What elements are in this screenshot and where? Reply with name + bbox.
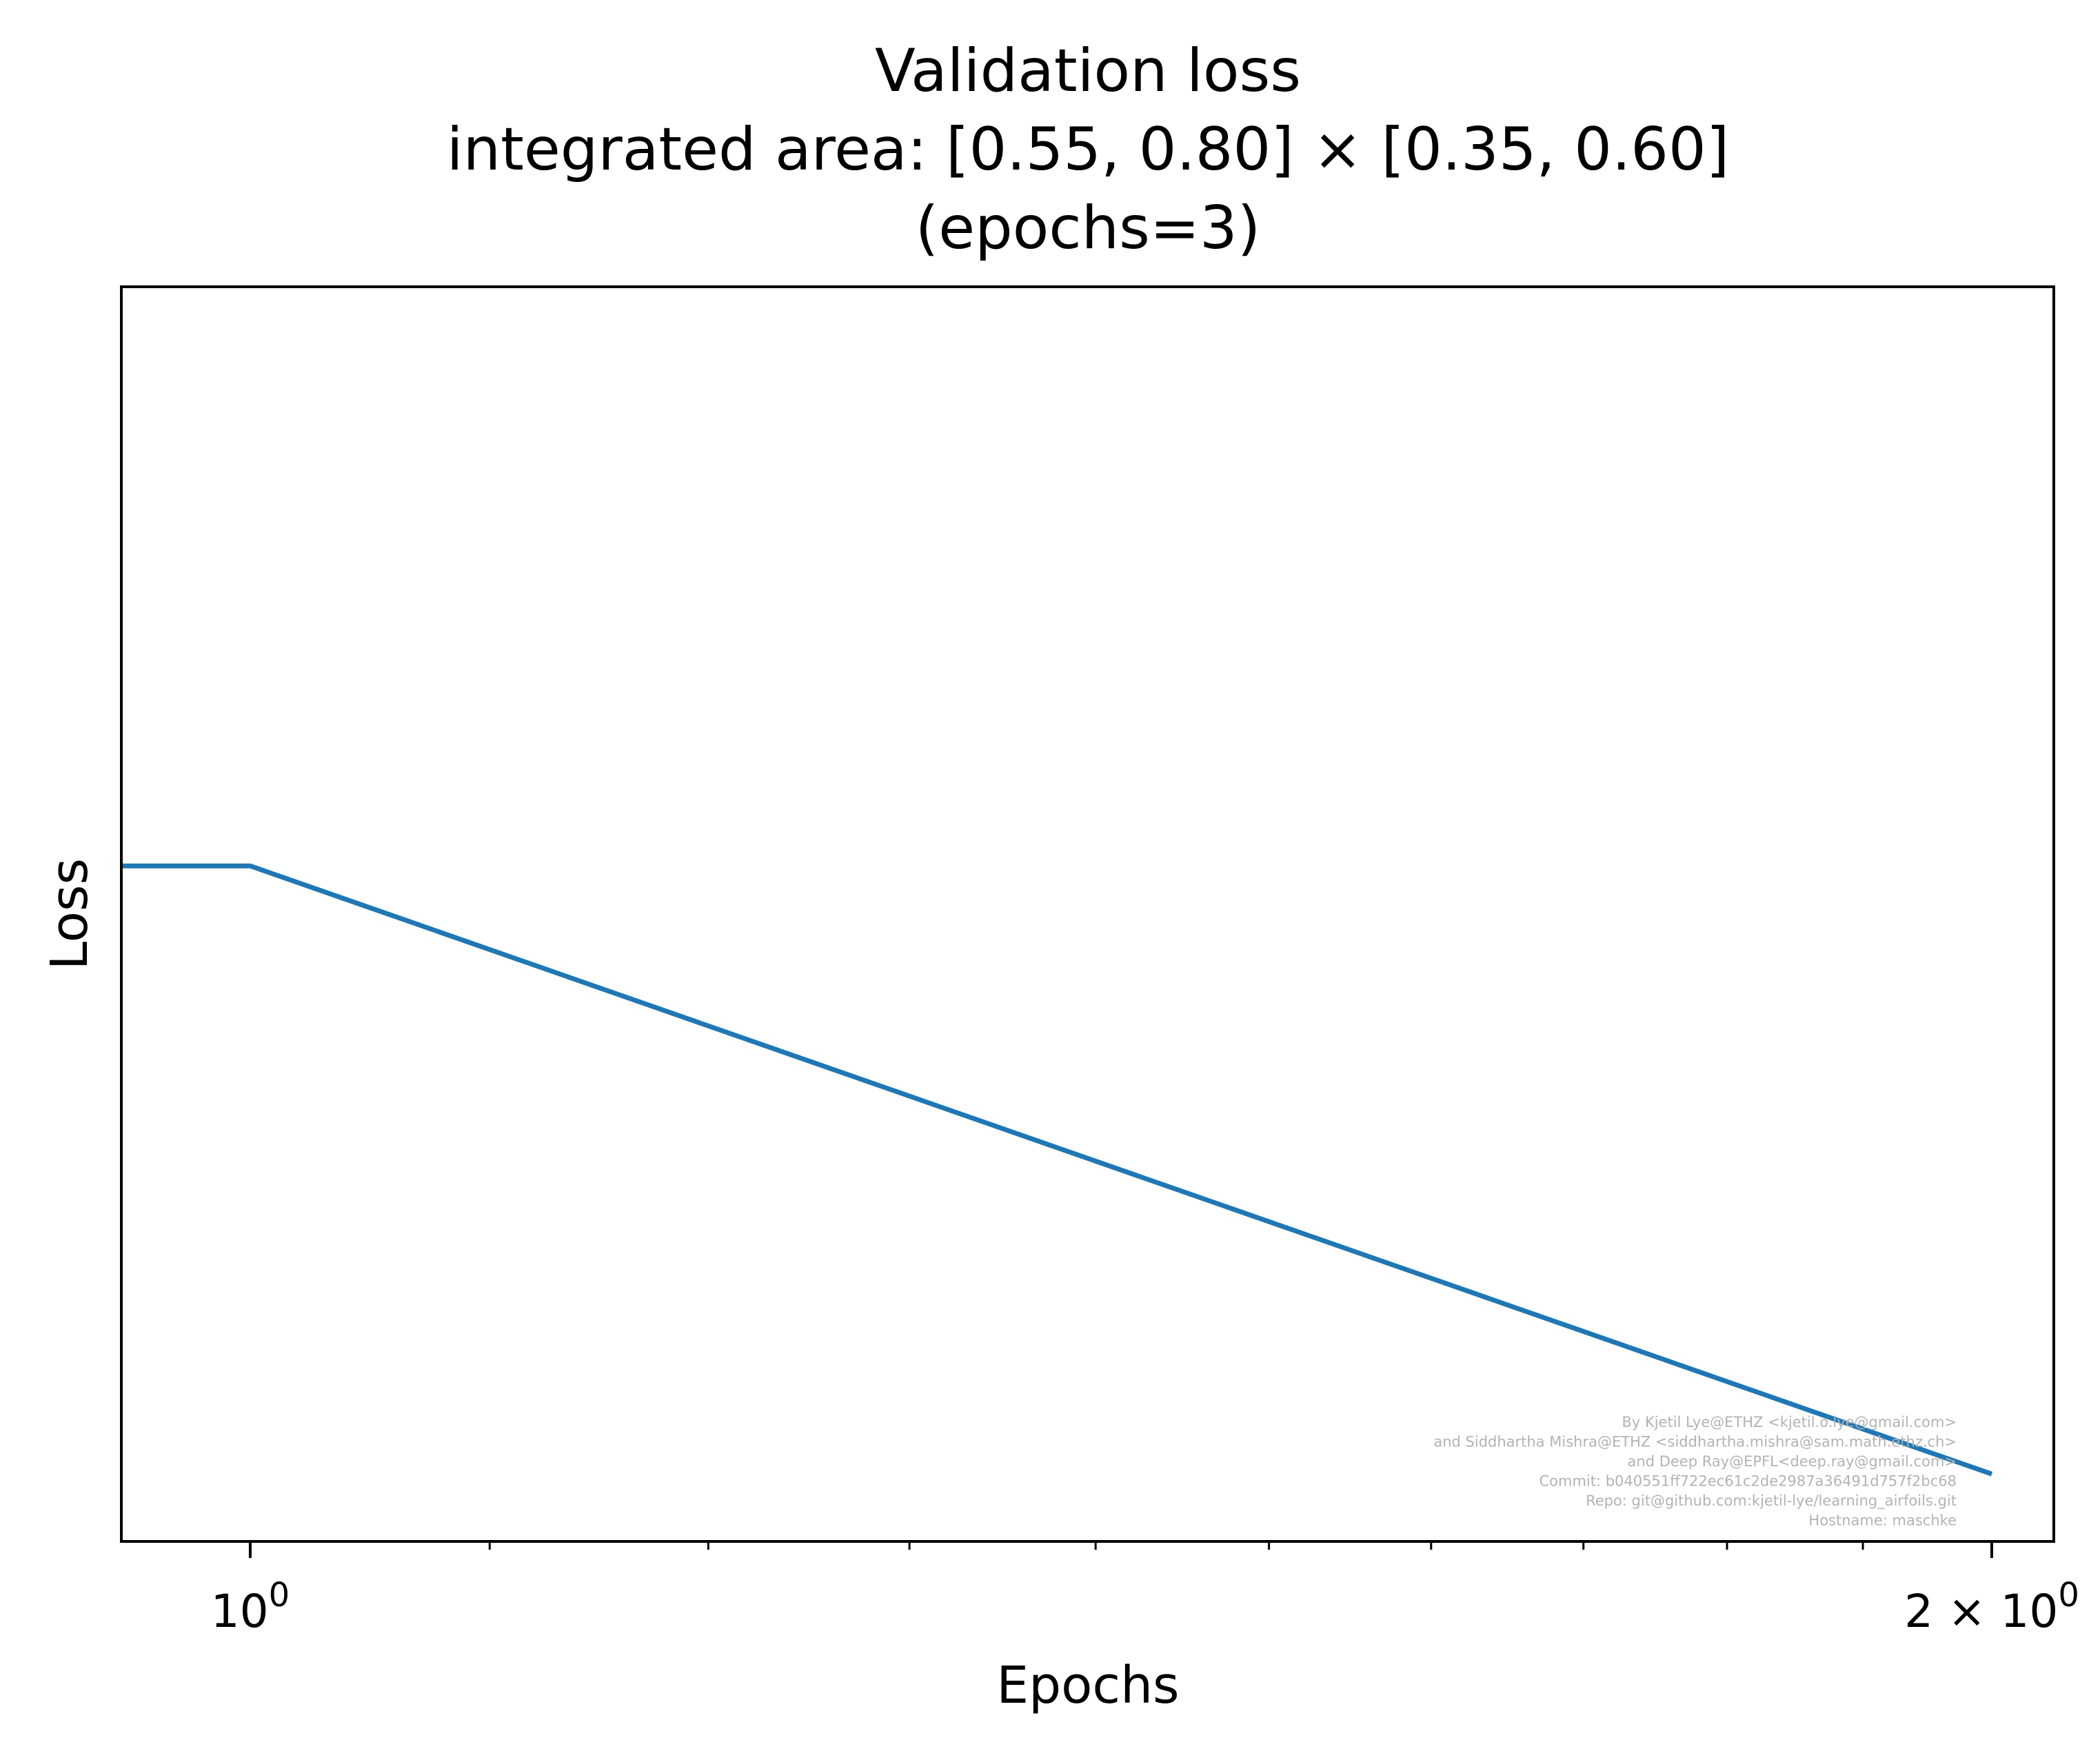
chart-title-line-1: Validation loss <box>875 37 1301 105</box>
credits-watermark: By Kjetil Lye@ETHZ <kjetil.o.lye@gmail.c… <box>1433 1414 1957 1529</box>
credit-line-5: Hostname: maschke <box>1808 1512 1957 1529</box>
x-tick-label-0: 100 <box>211 1576 290 1638</box>
x-axis-ticks: 100 2 × 100 <box>211 1541 2079 1638</box>
x-axis-label: Epochs <box>996 1656 1179 1715</box>
series-layer <box>121 863 1993 1477</box>
credit-line-1: and Siddhartha Mishra@ETHZ <siddhartha.m… <box>1433 1434 1957 1450</box>
credit-line-4: Repo: git@github.com:kjetil-lye/learning… <box>1586 1492 1957 1510</box>
credit-line-3: Commit: b040551ff722ec61c2de2987a36491d7… <box>1539 1473 1957 1490</box>
chart-title-line-2: integrated area: [0.55, 0.80] × [0.35, 0… <box>447 115 1730 184</box>
y-axis-label: Loss <box>40 858 99 970</box>
plot-frame <box>120 285 2055 1543</box>
credit-line-0: By Kjetil Lye@ETHZ <kjetil.o.lye@gmail.c… <box>1622 1414 1957 1430</box>
credit-line-2: and Deep Ray@EPFL<deep.ray@gmail.com> <box>1628 1453 1957 1470</box>
x-tick-label-1: 2 × 100 <box>1904 1576 2079 1638</box>
series-line-0 <box>121 863 1993 1477</box>
chart-title-line-3: (epochs=3) <box>916 194 1261 263</box>
